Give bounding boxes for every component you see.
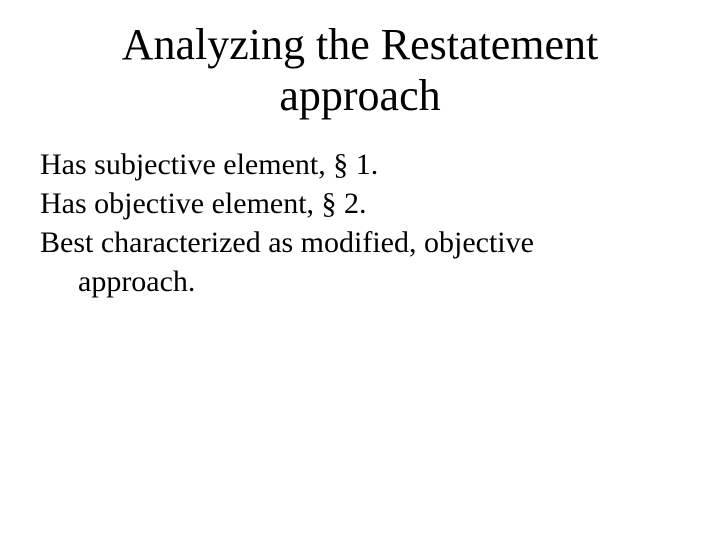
body-line-1: Has subjective element, § 1. (40, 145, 680, 184)
slide-body: Has subjective element, § 1. Has objecti… (40, 145, 680, 301)
body-line-3: Best characterized as modified, objectiv… (40, 223, 680, 262)
body-line-2: Has objective element, § 2. (40, 184, 680, 223)
slide-title: Analyzing the Restatement approach (40, 20, 680, 121)
slide-container: Analyzing the Restatement approach Has s… (0, 0, 720, 540)
body-line-3-continued: approach. (40, 262, 680, 301)
